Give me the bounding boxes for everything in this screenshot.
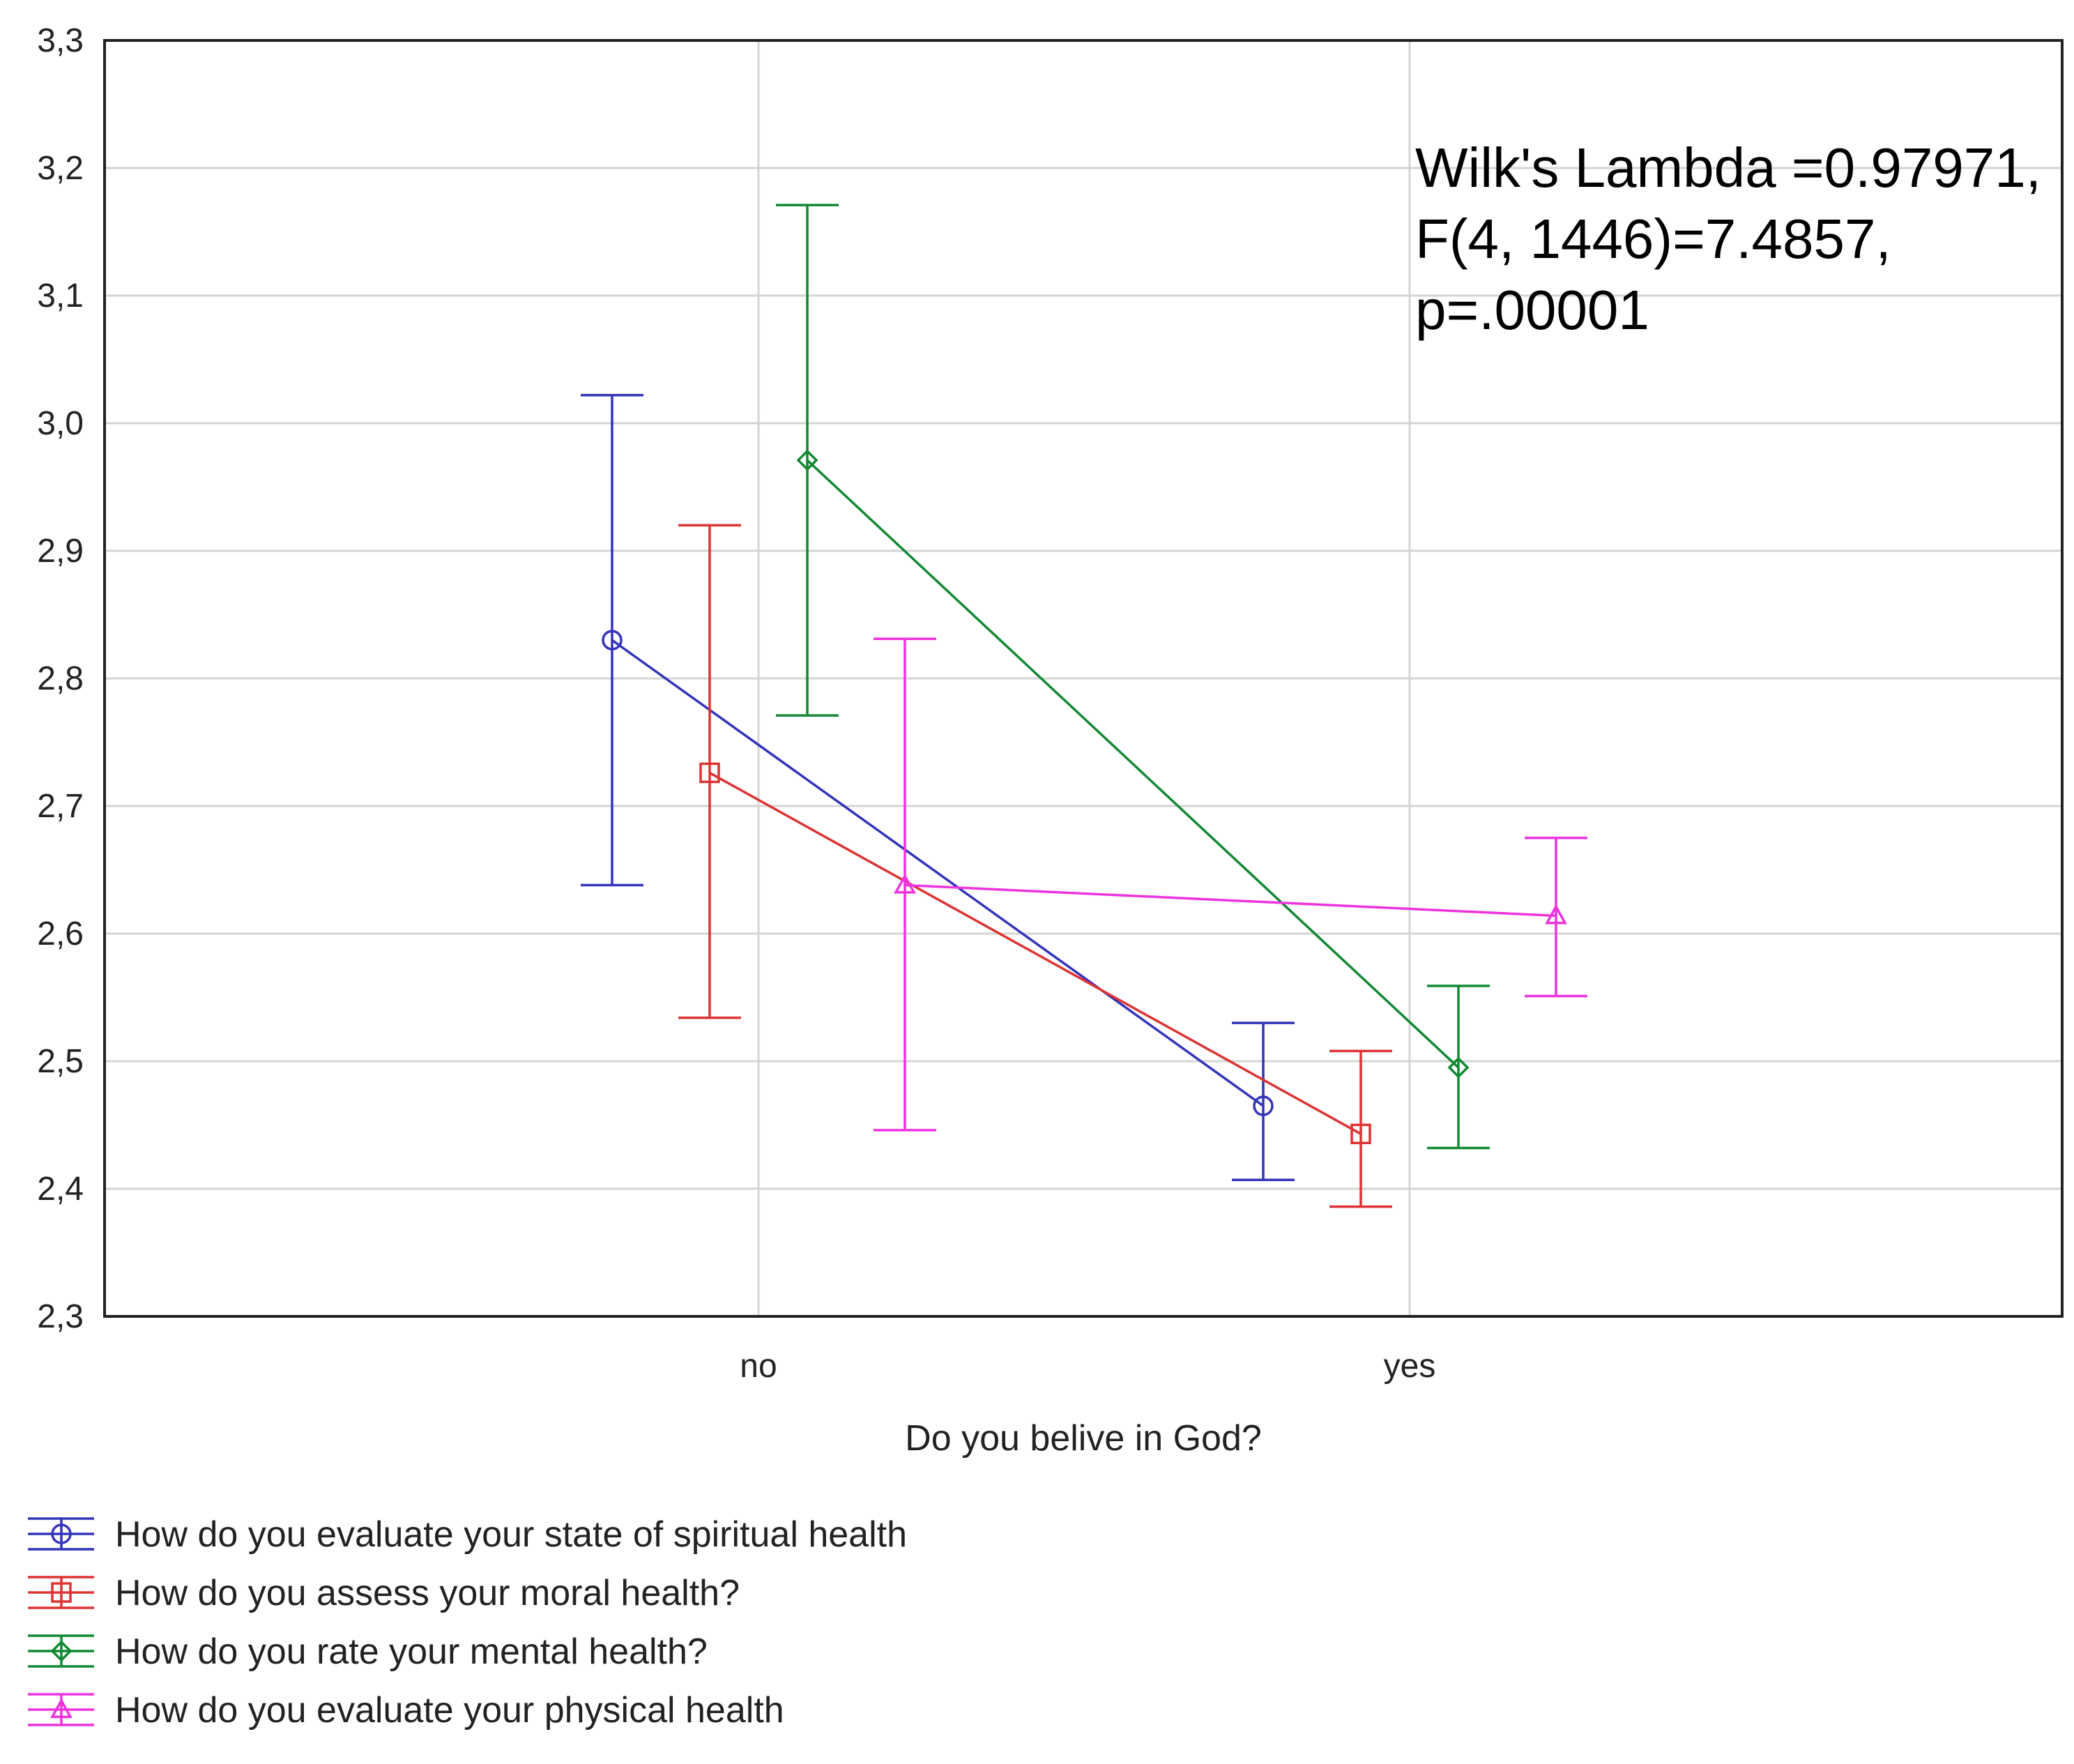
series-line <box>904 883 1557 918</box>
legend-label: How do you rate your mental health? <box>115 1632 708 1672</box>
legend: How do you evaluate your state of spirit… <box>28 1514 907 1731</box>
legend-item: How do you evaluate your physical health <box>28 1690 784 1731</box>
data-point-marker <box>1447 1056 1470 1079</box>
x-axis-ticks: no yes <box>740 1348 1435 1385</box>
data-point-marker <box>699 762 720 784</box>
legend-item: How do you evaluate your state of spirit… <box>28 1514 907 1555</box>
legend-marker <box>50 1640 73 1662</box>
data-point-marker <box>1350 1123 1371 1145</box>
legend-label: How do you evaluate your state of spirit… <box>115 1514 907 1555</box>
x-axis-title: Do you belive in God? <box>905 1418 1262 1459</box>
grid-lines <box>105 40 2062 1316</box>
data-point-marker <box>1253 1095 1274 1116</box>
y-tick-label: 2,7 <box>37 788 84 825</box>
x-tick-label: no <box>740 1348 777 1385</box>
y-tick-label: 3,2 <box>37 150 84 187</box>
y-tick-label: 2,3 <box>37 1298 84 1335</box>
legend-marker <box>51 1523 72 1544</box>
y-tick-label: 2,6 <box>37 915 84 952</box>
data-point-marker <box>602 630 623 651</box>
annotation-line: Wilk's Lambda =0.97971, <box>1415 137 2041 199</box>
data-point-marker <box>894 873 916 894</box>
series-line <box>806 459 1460 1069</box>
annotation-line: F(4, 1446)=7.4857, <box>1415 208 1891 270</box>
series-line <box>709 771 1362 1135</box>
plot-frame <box>103 39 2064 1318</box>
x-tick-label: yes <box>1384 1348 1436 1385</box>
series-1 <box>581 393 1295 1181</box>
series-4 <box>874 637 1587 1132</box>
series-2 <box>678 524 1392 1208</box>
stats-annotation: Wilk's Lambda =0.97971, F(4, 1446)=7.4857… <box>1415 137 2041 341</box>
series-group <box>581 204 1587 1208</box>
legend-item: How do you assess your moral health? <box>28 1573 740 1613</box>
y-tick-label: 3,3 <box>37 22 84 59</box>
y-tick-label: 3,1 <box>37 277 84 314</box>
series-line <box>611 639 1265 1107</box>
y-tick-label: 2,9 <box>37 533 84 570</box>
legend-label: How do you evaluate your physical health <box>115 1690 784 1731</box>
legend-item: How do you rate your mental health? <box>28 1632 708 1672</box>
series-3 <box>776 204 1490 1150</box>
legend-label: How do you assess your moral health? <box>115 1573 740 1613</box>
legend-marker <box>50 1698 73 1719</box>
annotation-line: p=.00001 <box>1415 279 1649 341</box>
y-tick-label: 2,4 <box>37 1171 84 1208</box>
legend-marker <box>51 1582 72 1603</box>
data-point-marker <box>796 449 818 471</box>
y-axis-ticks: 2,3 2,4 2,5 2,6 2,7 2,8 2,9 3,0 3,1 3,2 3,3 <box>37 22 84 1335</box>
y-tick-label: 3,0 <box>37 405 84 442</box>
y-tick-label: 2,8 <box>37 660 84 697</box>
y-tick-label: 2,5 <box>37 1043 84 1080</box>
data-point-marker <box>1545 904 1567 925</box>
